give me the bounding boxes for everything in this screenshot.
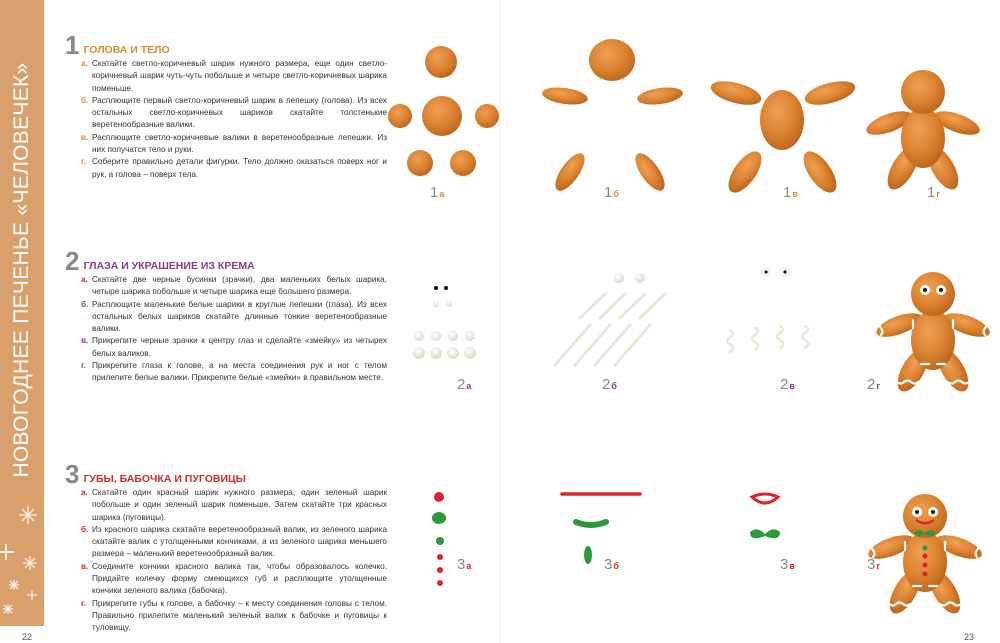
step-letter: в. — [81, 336, 89, 346]
step-label-3g: 3г — [867, 556, 881, 573]
step-label-1v: 1в — [783, 184, 798, 201]
step-item: г. Соберите правильно детали фигурки. Тел… — [81, 156, 387, 181]
step-label-1g: 1г — [927, 184, 941, 201]
step-item: а. Скатайте один красный шарик нужного ра… — [81, 487, 387, 524]
step-text: Скатайте один красный шарик нужного разм… — [92, 488, 387, 522]
step-item: г. Прикрепите губы к голове, а бабочку – … — [81, 598, 387, 635]
colored-balls-image — [432, 492, 446, 586]
section-number: 3 — [65, 459, 80, 489]
step-text: Скатайте две черные бусинки (зрачки), дв… — [92, 275, 387, 297]
lips-and-bow-image — [749, 492, 781, 539]
snowflake-icon — [0, 506, 37, 614]
colored-rolls-image — [560, 492, 642, 564]
step-letter: г. — [81, 157, 86, 167]
dough-balls-image — [388, 46, 499, 176]
step-label-2v: 2в — [780, 376, 795, 393]
step-text: Прикрепите глаза к голове, а на места со… — [92, 361, 387, 383]
step-label-1a: 1а — [430, 184, 445, 201]
step-letter: б. — [81, 95, 89, 105]
step-letter: а. — [81, 59, 88, 68]
step-letter: а. — [81, 275, 88, 284]
step-label-1b: 1б — [604, 184, 619, 201]
section-title: ГЛАЗА И УКРАШЕНИЕ ИЗ КРЕМА — [83, 260, 255, 272]
page-spine — [499, 0, 501, 643]
step-item: в. Прикрепите черные зрачки к центру глаз… — [81, 335, 387, 360]
cream-balls-image — [413, 286, 476, 359]
step-item: г. Прикрепите глаза к голове, а на места … — [81, 360, 387, 385]
page-number-right: 23 — [964, 632, 975, 642]
step-letter: в. — [81, 132, 89, 142]
eyes-and-squiggles-image — [725, 267, 810, 354]
step-letter: б. — [81, 524, 89, 534]
dough-rolls-image — [542, 39, 683, 191]
section-3: 3 ГУБЫ, БАБОЧКА И ПУГОВИЦЫ а. Скатайте оди… — [65, 459, 387, 635]
step-text: Скатайте светло-коричневый шарик нужного… — [92, 59, 387, 93]
step-text: Соберите правильно детали фигурки. Тело … — [92, 157, 387, 179]
step-text: Из красного шарика скатайте веретенообра… — [92, 524, 387, 559]
assembled-figure-image — [863, 70, 983, 195]
step-item: а. Скатайте две черные бусинки (зрачки), … — [81, 274, 387, 299]
section-2: 2 ГЛАЗА И УКРАШЕНИЕ ИЗ КРЕМА а. Скатайте д… — [65, 246, 387, 385]
step-item: а. Скатайте светло-коричневый шарик нужно… — [81, 58, 387, 95]
step-item: в. Расплющите светло-коричневые валики в … — [81, 132, 387, 157]
step-letter: в. — [81, 561, 89, 571]
section-number: 1 — [65, 30, 80, 60]
step-text: Расплющите светло-коричневые валики в ве… — [92, 132, 387, 155]
section-title: ГОЛОВА И ТЕЛО — [83, 44, 170, 56]
step-text: Расплющите маленькие белые шарики в круг… — [92, 299, 387, 334]
step-text: Расплющите первый светло-коричневый шари… — [92, 95, 387, 130]
step-label-3b: 3б — [604, 556, 619, 573]
finished-gingerbread-man-image — [865, 494, 985, 619]
step-letter: г. — [81, 361, 86, 371]
step-text: Прикрепите черные зрачки к центру глаз и… — [92, 336, 387, 358]
step-label-2a: 2а — [457, 376, 472, 393]
flattened-parts-image — [710, 81, 856, 193]
sidebar-banner: НОВОГОДНЕЕ ПЕЧЕНЬЕ «ЧЕЛОВЕЧЕК» — [0, 0, 44, 626]
section-1: 1 ГОЛОВА И ТЕЛО а. Скатайте светло-коричне… — [65, 30, 387, 181]
page-number-left: 22 — [22, 632, 33, 642]
step-label-3a: 3а — [457, 556, 472, 573]
step-letter: б. — [81, 299, 89, 309]
step-letter: г. — [81, 598, 86, 608]
step-item: б. Расплющите маленькие белые шарики в кр… — [81, 299, 387, 336]
step-label-3v: 3в — [780, 556, 795, 573]
step-label-2b: 2б — [602, 376, 617, 393]
step-item: в. Соедините кончики красного валика так,… — [81, 561, 387, 598]
cream-sticks-image — [553, 273, 667, 367]
step-item: б. Из красного шарика скатайте веретенооб… — [81, 524, 387, 561]
step-item: б. Расплющите первый светло-коричневый ша… — [81, 95, 387, 132]
step-text: Прикрепите губы к голове, а бабочку – к … — [92, 598, 387, 633]
section-title: ГУБЫ, БАБОЧКА И ПУГОВИЦЫ — [83, 473, 246, 485]
decorated-figure-image — [873, 272, 993, 397]
step-label-2g: 2г — [867, 376, 881, 393]
step-letter: а. — [81, 488, 88, 497]
step-text: Соедините кончики красного валика так, ч… — [92, 561, 387, 596]
section-number: 2 — [65, 246, 80, 276]
